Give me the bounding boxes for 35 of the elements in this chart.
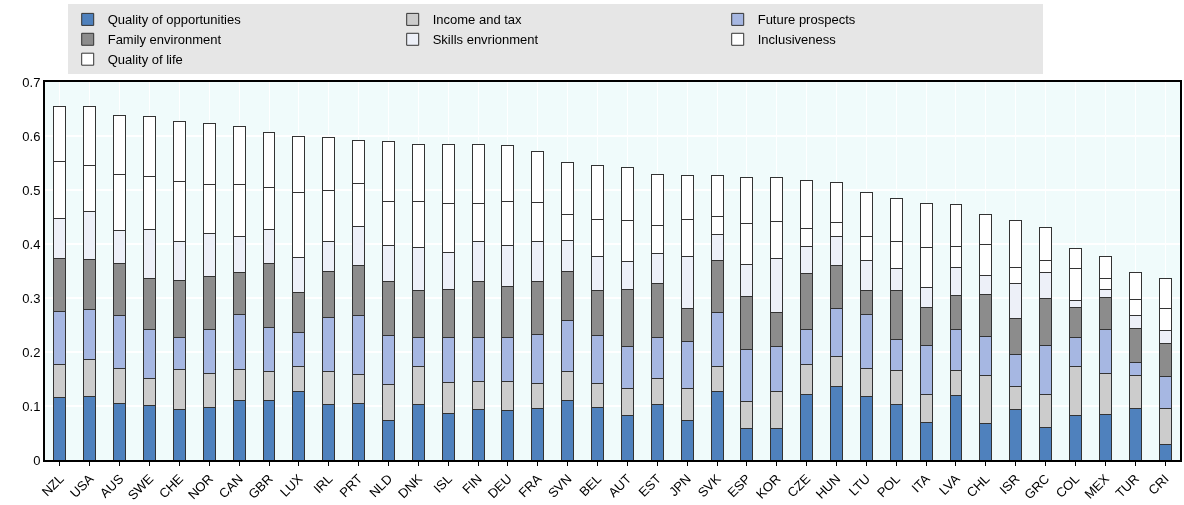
x-tick-label: FIN: [459, 471, 485, 497]
legend-label: Inclusiveness: [757, 32, 837, 48]
x-tick-label: CRI: [1145, 471, 1172, 498]
y-tick-label: 0.2: [22, 344, 41, 360]
legend-label: Future prospects: [757, 12, 856, 28]
legend-label: Quality of life: [107, 52, 183, 68]
y-tick-label: 0.7: [22, 74, 41, 90]
x-tick-label: ITA: [908, 470, 934, 496]
y-tick-label: 0: [33, 452, 41, 468]
legend-label: Quality of opportunities: [107, 12, 242, 28]
legend-label: Income and tax: [432, 12, 523, 28]
x-tick-label: ESP: [724, 471, 754, 501]
y-tick-label: 0.4: [22, 236, 41, 252]
x-tick-label: CHL: [963, 471, 993, 501]
x-tick-label: TUR: [1112, 471, 1142, 501]
x-tick-label: USA: [67, 470, 97, 501]
legend-label: Family environment: [107, 32, 222, 48]
y-tick-label: 0.3: [22, 290, 41, 306]
x-tick-label: IRL: [310, 471, 336, 497]
x-tick-label: ISL: [430, 471, 455, 496]
y-tick-label: 0.1: [22, 398, 41, 414]
x-tick-label: FRA: [515, 470, 545, 501]
x-tick-label: LTU: [845, 471, 874, 499]
x-tick-label: ISR: [996, 471, 1023, 498]
x-tick-label: BEL: [576, 471, 605, 500]
x-tick-label: COL: [1052, 471, 1083, 501]
x-tick-label: CZE: [784, 470, 814, 501]
legend-label: Skills envrionment: [432, 32, 539, 48]
x-tick-label: NZL: [38, 471, 67, 500]
x-tick-label: NLD: [366, 471, 396, 501]
x-tick-label: LVA: [936, 470, 963, 498]
x-tick-label: JPN: [665, 471, 694, 500]
x-tick-label: POL: [873, 471, 903, 501]
y-tick-label: 0.5: [22, 182, 41, 198]
y-tick-label: 0.6: [22, 128, 41, 144]
